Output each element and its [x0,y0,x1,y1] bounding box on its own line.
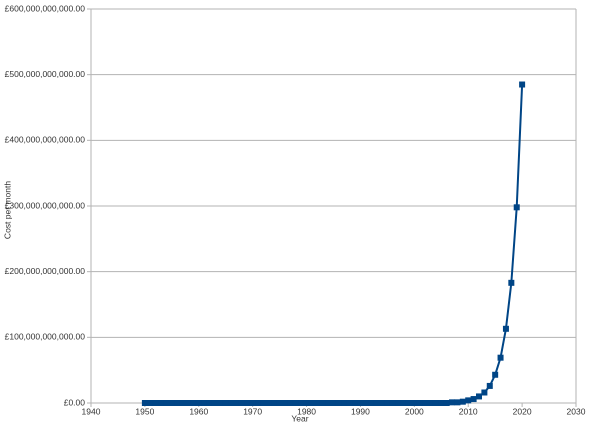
data-point [141,400,148,406]
data-point [185,400,191,406]
x-tick-label: 2010 [459,406,478,416]
data-point [459,398,466,405]
data-point [357,400,364,406]
data-point [395,400,402,406]
data-point [432,400,439,406]
data-point [244,400,251,406]
data-point [476,393,482,400]
y-axis-title: Cost per month [2,181,12,239]
data-point [362,400,369,406]
data-point [470,396,477,403]
data-point [217,400,224,406]
data-point [228,400,235,406]
data-point [411,400,418,406]
data-point [233,400,240,406]
x-tick-label: 2020 [513,406,532,416]
data-point [158,400,165,406]
y-tick-label: £400,000,000,000.00 [5,135,86,145]
data-point [163,400,170,406]
data-point [373,400,380,406]
data-point [152,400,159,406]
y-tick-label: £300,000,000,000.00 [5,200,86,210]
data-point [298,400,305,406]
data-point [384,400,391,406]
data-point [249,400,256,406]
data-point [508,279,515,286]
data-point [389,400,396,406]
data-point [449,399,456,406]
x-tick-label: 2030 [567,406,586,416]
data-point [314,400,321,406]
data-point [190,400,197,406]
data-point [292,400,299,406]
data-point [206,400,213,406]
data-point [368,400,375,406]
x-tick-label: 2000 [405,406,424,416]
data-point [481,389,488,396]
data-point [222,400,229,406]
data-point [486,382,493,389]
x-tick-label: 1940 [82,406,101,416]
data-point [271,400,278,406]
data-point [454,399,461,406]
data-point [400,400,407,406]
data-point [287,400,294,406]
data-point [238,400,245,406]
data-point [379,400,385,406]
data-point [352,400,359,406]
data-point [416,400,423,406]
data-point [265,400,272,406]
x-tick-label: 1990 [351,406,370,416]
data-point [405,400,412,406]
data-point [282,400,288,406]
data-point [168,400,175,406]
data-point [147,400,154,406]
data-point [513,204,520,211]
data-point [195,400,202,406]
data-point [330,400,337,406]
y-tick-label: £600,000,000,000.00 [5,3,86,13]
data-point [276,400,283,406]
y-tick-label: £100,000,000,000.00 [5,332,86,342]
y-tick-label: £200,000,000,000.00 [5,266,86,276]
series-line [144,84,524,404]
data-point [255,400,262,406]
data-point [211,400,218,406]
data-point [438,400,445,406]
data-point [179,400,186,406]
data-point [346,400,353,406]
y-tick-label: £0.00 [64,397,86,407]
data-point [335,400,342,406]
x-tick-label: 1960 [189,406,208,416]
x-tick-label: 1950 [135,406,154,416]
x-tick-label: 1980 [297,406,316,416]
data-point [502,325,509,332]
data-point [519,81,526,88]
data-point [201,400,208,406]
data-point [422,400,429,406]
data-point [497,354,504,361]
data-point [319,400,326,406]
data-point [492,371,499,378]
data-point [303,400,310,406]
data-point [465,397,472,404]
data-point [174,400,181,406]
x-tick-label: 1970 [243,406,262,416]
data-point [325,400,332,406]
data-point [427,400,434,406]
data-point [341,400,348,406]
data-point [443,400,450,406]
data-point [308,400,315,406]
x-axis-title: Year [291,413,308,423]
data-point [260,400,267,406]
y-tick-label: £500,000,000,000.00 [5,69,86,79]
